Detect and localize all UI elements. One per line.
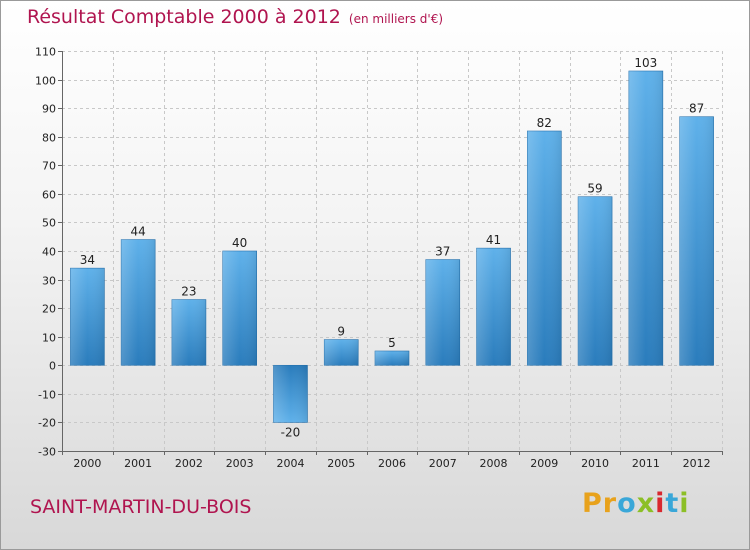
bar-value-label: 34 — [80, 253, 95, 267]
bar-value-label: 103 — [634, 56, 657, 70]
y-tick-label: 110 — [35, 46, 56, 59]
chart-title-text: Résultat Comptable 2000 à 2012 — [27, 6, 341, 28]
y-tick-label: 90 — [42, 103, 56, 116]
x-tick-label: 2007 — [429, 457, 457, 470]
logo-letter: P — [582, 488, 603, 519]
bar-value-label: 37 — [435, 245, 450, 259]
logo-letter: t — [665, 488, 680, 519]
y-tick-label: -20 — [38, 417, 56, 430]
logo-letter: x — [636, 488, 656, 519]
bar-shade — [578, 196, 613, 366]
y-tick-label: 80 — [42, 132, 56, 145]
y-tick-label: -10 — [38, 389, 56, 402]
bar-2000 — [70, 267, 105, 366]
y-tick-label: 100 — [35, 75, 56, 88]
x-tick-label: 2002 — [175, 457, 203, 470]
y-tick-label: 60 — [42, 189, 56, 202]
bar-value-label: 87 — [689, 102, 704, 116]
bar-value-label: 41 — [486, 233, 501, 247]
logo-letter: r — [602, 488, 618, 519]
y-tick-label: 0 — [49, 360, 56, 373]
bar-2006 — [374, 350, 410, 366]
bar-value-label: 44 — [131, 225, 146, 239]
bar-shade — [425, 259, 460, 366]
bar-shade — [628, 71, 663, 366]
gridlines — [62, 51, 723, 452]
bar-value-label: 40 — [232, 236, 247, 250]
y-tick-label: -30 — [38, 446, 56, 459]
bar-2007 — [425, 259, 461, 366]
bar-value-label: -20 — [281, 425, 301, 439]
bar-value-label: 23 — [181, 285, 196, 299]
commune-name: SAINT-MARTIN-DU-BOIS — [30, 496, 252, 518]
bar-shade — [70, 268, 105, 366]
bar-value-label: 82 — [537, 116, 552, 130]
bar-shade — [121, 239, 156, 366]
chart-unit: (en milliers d'€) — [348, 12, 444, 26]
bar-shade — [476, 248, 511, 366]
bar-shade — [527, 131, 562, 366]
x-tick-label: 2012 — [683, 457, 711, 470]
bar-shade — [273, 365, 308, 423]
x-tick-label: 2003 — [226, 457, 254, 470]
bar-2005 — [323, 339, 359, 366]
proxiti-logo: Proxiti — [582, 488, 690, 519]
logo-letter: i — [655, 488, 666, 519]
x-tick-label: 2006 — [378, 457, 406, 470]
bar-shade — [679, 116, 714, 366]
chart-title: Résultat Comptable 2000 à 2012 (en millie… — [27, 6, 443, 28]
bar-2012 — [679, 116, 714, 366]
bar-2002 — [171, 299, 207, 366]
bar-2011 — [628, 70, 664, 366]
x-tick-label: 2001 — [124, 457, 152, 470]
bar-value-label: 9 — [337, 325, 345, 339]
bar-value-label: 5 — [388, 336, 396, 350]
bar-shade — [171, 299, 206, 366]
bar-2004 — [273, 364, 308, 423]
y-tick-label: 70 — [42, 160, 56, 173]
bar-2010 — [577, 196, 613, 366]
bar-2008 — [476, 247, 511, 366]
axes: -30 -20 -10 0 10 20 30 40 50 60 70 80 90 100 110 34 2000… — [35, 46, 723, 470]
logo-letter: i — [679, 488, 690, 519]
bar-2001 — [120, 239, 156, 366]
y-tick-label: 30 — [42, 275, 56, 288]
x-tick-label: 2000 — [73, 457, 101, 470]
x-tick-label: 2005 — [327, 457, 355, 470]
y-tick-label: 50 — [42, 217, 56, 230]
x-tick-label: 2008 — [480, 457, 508, 470]
y-tick-label: 20 — [42, 303, 56, 316]
bar-value-label: 59 — [587, 182, 602, 196]
y-tick-label: 40 — [42, 246, 56, 259]
bar-shade — [222, 251, 257, 366]
x-tick-label: 2009 — [530, 457, 558, 470]
logo-letter: o — [617, 488, 637, 519]
bar-2003 — [222, 250, 257, 366]
x-tick-label: 2010 — [581, 457, 609, 470]
x-tick-label: 2011 — [632, 457, 660, 470]
bar-shade — [375, 351, 409, 366]
bar-2009 — [527, 130, 562, 366]
x-tick-label: 2004 — [276, 457, 304, 470]
y-tick-label: 10 — [42, 332, 56, 345]
bars — [70, 70, 714, 423]
bar-shade — [324, 339, 359, 366]
